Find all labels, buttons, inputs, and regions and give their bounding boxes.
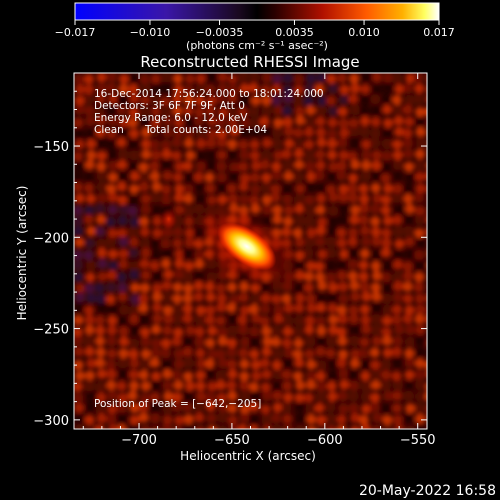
y-tick-label: −300 bbox=[33, 414, 69, 429]
colorbar-tick-label: −0.017 bbox=[55, 26, 96, 39]
colorbar-tick-label: 0.017 bbox=[423, 26, 455, 39]
secondary-blob bbox=[159, 207, 178, 232]
y-tick-label: −200 bbox=[33, 231, 69, 246]
annotation-time-range: 16-Dec-2014 17:56:24.000 to 18:01:24.000 bbox=[94, 88, 324, 100]
source-core bbox=[217, 222, 277, 271]
x-tick-label: −700 bbox=[121, 433, 157, 448]
axis-ticks: −700 −650 −600 −550 −150 −200 −250 −300 bbox=[33, 72, 436, 448]
annotations: 16-Dec-2014 17:56:24.000 to 18:01:24.000… bbox=[94, 88, 324, 410]
colorbar-ticks: −0.017 −0.010 −0.0035 0.0035 0.010 0.017 bbox=[55, 20, 455, 39]
y-axis-label: Heliocentric Y (arcsec) bbox=[15, 186, 29, 321]
annotation-total-counts: Total counts: 2.00E+04 bbox=[144, 124, 267, 136]
y-tick-label: −250 bbox=[33, 323, 69, 338]
x-tick-label: −600 bbox=[307, 433, 343, 448]
colorbar: −0.017 −0.010 −0.0035 0.0035 0.010 0.017 (pho… bbox=[55, 2, 455, 52]
annotation-method: Clean bbox=[94, 124, 124, 136]
colorbar-tick-label: −0.010 bbox=[130, 26, 171, 39]
date-stamp: 20-May-2022 16:58 bbox=[359, 483, 496, 499]
annotation-peak-position: Position of Peak = [−642,−205] bbox=[94, 398, 261, 410]
colorbar-tick-label: −0.0035 bbox=[196, 26, 244, 39]
flare-source bbox=[159, 203, 299, 290]
chart-title: Reconstructed RHESSI Image bbox=[140, 53, 359, 71]
x-axis-label: Heliocentric X (arcsec) bbox=[180, 449, 316, 463]
annotation-detectors: Detectors: 3F 6F 7F 9F, Att 0 bbox=[94, 100, 245, 112]
x-tick-label: −650 bbox=[214, 433, 250, 448]
annotation-energy-range: Energy Range: 6.0 - 12.0 keV bbox=[94, 112, 248, 124]
colorbar-tick-label: 0.010 bbox=[348, 26, 380, 39]
x-tick-label: −550 bbox=[400, 433, 436, 448]
colorbar-gradient bbox=[74, 2, 440, 21]
heatmap-image bbox=[74, 73, 427, 429]
colorbar-tick-label: 0.0035 bbox=[275, 26, 314, 39]
y-tick-label: −150 bbox=[33, 140, 69, 155]
colorbar-units-label: (photons cm⁻² s⁻¹ asec⁻²) bbox=[186, 39, 328, 52]
